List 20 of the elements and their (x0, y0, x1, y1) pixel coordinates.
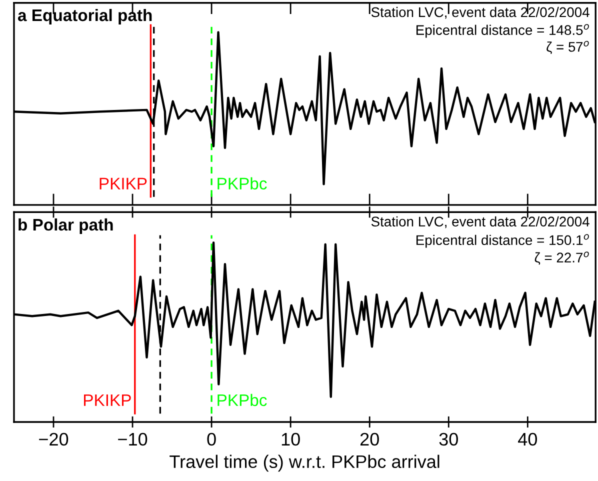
x-tick-label: 30 (439, 432, 458, 446)
x-tick-label: 0 (207, 432, 216, 446)
x-tick-label: 10 (282, 432, 300, 446)
annotation: Epicentral distance = 148.5$^{o}$ (416, 24, 589, 38)
ref-line-label: PKPbc (218, 394, 267, 406)
annotation: ζ = 57$^{o}$ (546, 40, 589, 54)
annotation: ζ = 22.7$^{o}$ (534, 252, 589, 265)
ref-line-label: PKIKP (84, 394, 131, 406)
annotation: Epicentral distance = 150.1$^{o}$ (416, 234, 589, 248)
text: Station LVC, event data 22/02/2004 (371, 216, 590, 228)
x-tick-label: 20 (360, 432, 379, 446)
x-tick-label: −20 (39, 432, 68, 446)
ref-line-label: PKPbc (218, 177, 267, 190)
x-axis-title: Travel time (s) w.r.t. PKPbc arrival (170, 454, 440, 472)
chart-title: a Equatorial path (18, 8, 152, 24)
text: Station LVC, event data 22/02/2004 (371, 6, 590, 19)
chart-title: b Polar path (18, 218, 113, 234)
x-tick-label: −10 (118, 432, 148, 446)
ref-line-label: PKIKP (100, 178, 147, 190)
x-tick-label: 40 (518, 432, 537, 446)
